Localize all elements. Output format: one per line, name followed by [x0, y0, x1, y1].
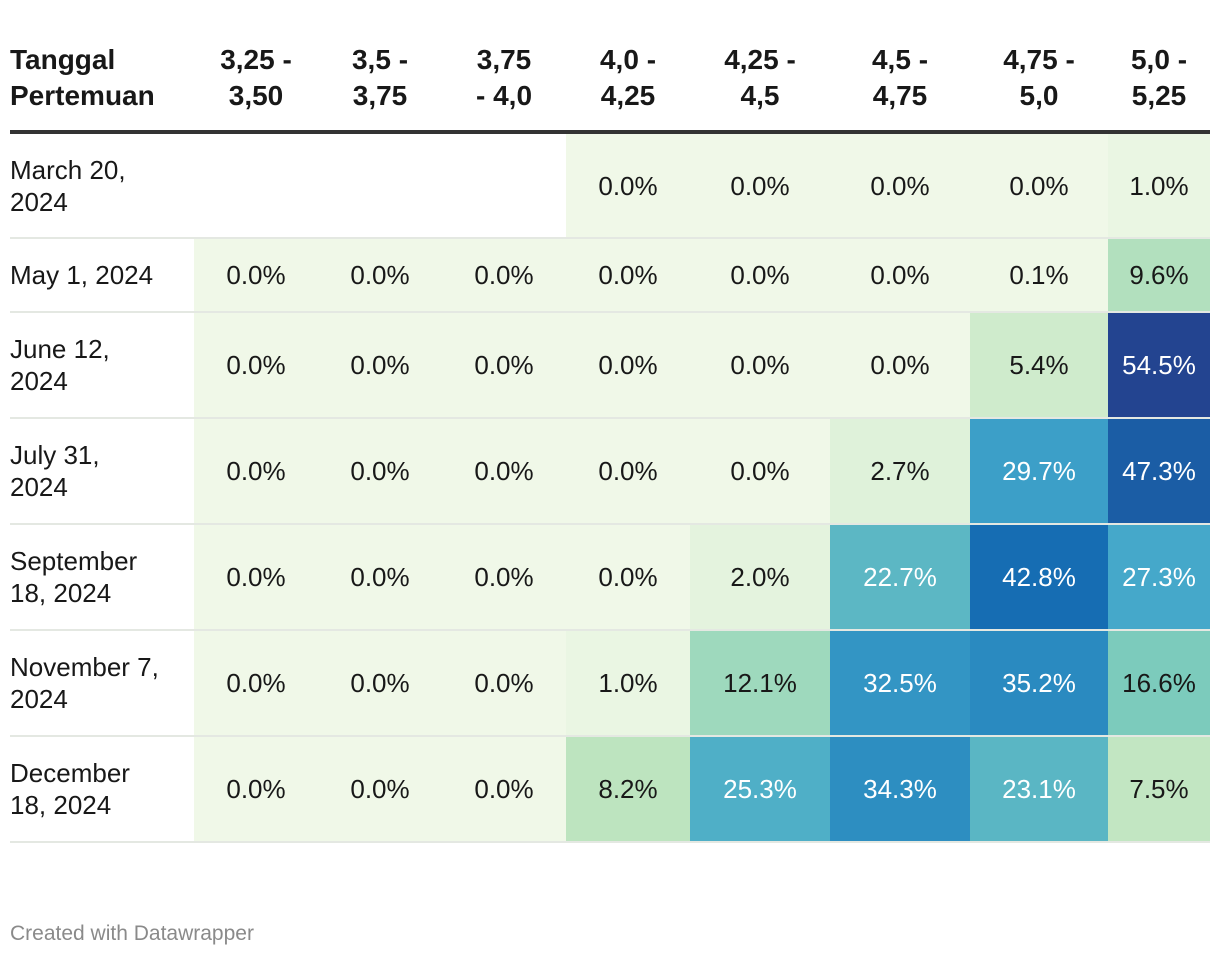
heatmap-cell: 54.5%: [1108, 312, 1210, 419]
heatmap-cell: 34.3%: [830, 736, 970, 843]
heatmap-cell: [442, 132, 566, 239]
heatmap-cell: 0.0%: [442, 524, 566, 631]
heatmap-cell: 5.4%: [970, 312, 1108, 419]
heatmap-cell: 1.0%: [566, 630, 690, 737]
heatmap-cell: 0.0%: [194, 736, 318, 843]
heatmap-cell: 0.0%: [830, 312, 970, 419]
table-row: March 20, 2024 0.0% 0.0% 0.0% 0.0% 1.0%: [10, 132, 1210, 239]
column-header: 4,0 - 4,25: [566, 42, 690, 134]
heatmap-cell: 0.0%: [318, 524, 442, 631]
heatmap-cell: 0.0%: [194, 630, 318, 737]
heatmap-cell: 29.7%: [970, 418, 1108, 525]
heatmap-cell: 22.7%: [830, 524, 970, 631]
heatmap-cell: 0.0%: [566, 312, 690, 419]
heatmap-cell: [318, 132, 442, 239]
heatmap-cell: 0.0%: [318, 736, 442, 843]
row-header-label: Tanggal Pertemuan: [10, 42, 194, 134]
heatmap-cell: 23.1%: [970, 736, 1108, 843]
heatmap-cell: 0.0%: [830, 238, 970, 313]
heatmap-cell: 0.0%: [566, 524, 690, 631]
heatmap-cell: 9.6%: [1108, 238, 1210, 313]
heatmap-cell: 0.1%: [970, 238, 1108, 313]
heatmap-cell: 0.0%: [442, 630, 566, 737]
column-header: 4,75 - 5,0: [970, 42, 1108, 134]
heatmap-cell: 0.0%: [318, 312, 442, 419]
heatmap-cell: 0.0%: [566, 238, 690, 313]
heatmap-cell: 0.0%: [970, 132, 1108, 239]
heatmap-cell: 0.0%: [318, 418, 442, 525]
heatmap-cell: 0.0%: [318, 630, 442, 737]
heatmap-cell: 32.5%: [830, 630, 970, 737]
table-row: September 18, 2024 0.0% 0.0% 0.0% 0.0% 2.0% 22…: [10, 524, 1210, 631]
row-label: December 18, 2024: [10, 736, 194, 843]
heatmap-cell: 0.0%: [690, 312, 830, 419]
heatmap-cell: 0.0%: [442, 238, 566, 313]
table-row: June 12, 2024 0.0% 0.0% 0.0% 0.0% 0.0% 0.0% 5.4…: [10, 312, 1210, 419]
column-header: 3,75 - 4,0: [442, 42, 566, 134]
heatmap-cell: 0.0%: [566, 132, 690, 239]
heatmap-cell: 0.0%: [690, 238, 830, 313]
row-label: June 12, 2024: [10, 312, 194, 419]
heatmap-cell: 0.0%: [194, 312, 318, 419]
heatmap-cell: 0.0%: [830, 132, 970, 239]
heatmap-cell: 42.8%: [970, 524, 1108, 631]
heatmap-cell: 0.0%: [690, 132, 830, 239]
heatmap-cell: 47.3%: [1108, 418, 1210, 525]
heatmap-cell: 0.0%: [442, 736, 566, 843]
column-header: 3,25 - 3,50: [194, 42, 318, 134]
heatmap-cell: 2.0%: [690, 524, 830, 631]
heatmap-cell: 0.0%: [690, 418, 830, 525]
heatmap-cell: 1.0%: [1108, 132, 1210, 239]
heatmap-cell: 35.2%: [970, 630, 1108, 737]
heatmap-cell: 0.0%: [194, 418, 318, 525]
row-label: May 1, 2024: [10, 238, 194, 313]
heatmap-cell: [194, 132, 318, 239]
row-label: November 7, 2024: [10, 630, 194, 737]
heatmap-cell: 27.3%: [1108, 524, 1210, 631]
heatmap-cell: 0.0%: [318, 238, 442, 313]
heatmap-cell: 0.0%: [194, 238, 318, 313]
table-row: July 31, 2024 0.0% 0.0% 0.0% 0.0% 0.0% 2.7% 29.…: [10, 418, 1210, 525]
heatmap-cell: 0.0%: [566, 418, 690, 525]
column-header: 3,5 - 3,75: [318, 42, 442, 134]
heatmap-cell: 8.2%: [566, 736, 690, 843]
row-label: March 20, 2024: [10, 132, 194, 239]
table-row: May 1, 2024 0.0% 0.0% 0.0% 0.0% 0.0% 0.0% 0.1% 9…: [10, 238, 1210, 313]
column-header: 5,0 - 5,25: [1108, 42, 1210, 134]
heatmap-cell: 0.0%: [442, 418, 566, 525]
column-header: 4,5 - 4,75: [830, 42, 970, 134]
heatmap-cell: 16.6%: [1108, 630, 1210, 737]
heatmap-cell: 7.5%: [1108, 736, 1210, 843]
heatmap-cell: 0.0%: [194, 524, 318, 631]
footer-credit: Created with Datawrapper: [10, 922, 254, 945]
row-label: September 18, 2024: [10, 524, 194, 631]
heatmap-cell: 0.0%: [442, 312, 566, 419]
row-label: July 31, 2024: [10, 418, 194, 525]
table-row: December 18, 2024 0.0% 0.0% 0.0% 8.2% 25.3% 34…: [10, 736, 1210, 843]
column-header: 4,25 - 4,5: [690, 42, 830, 134]
heatmap-cell: 25.3%: [690, 736, 830, 843]
heatmap-cell: 2.7%: [830, 418, 970, 525]
table-row: November 7, 2024 0.0% 0.0% 0.0% 1.0% 12.1% 32.…: [10, 630, 1210, 737]
header-row: Tanggal Pertemuan 3,25 - 3,50 3,5 - 3,75 3…: [10, 42, 1210, 134]
heatmap-table: Tanggal Pertemuan 3,25 - 3,50 3,5 - 3,75 3…: [10, 42, 1210, 843]
heatmap-cell: 12.1%: [690, 630, 830, 737]
